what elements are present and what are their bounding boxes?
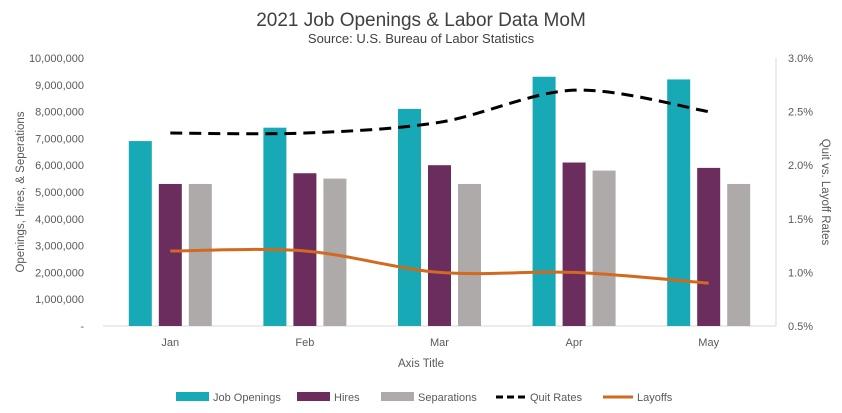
y-tick-label: 6,000,000 [35,160,84,172]
bar-separations [323,178,347,326]
y-tick-label: 4,000,000 [35,214,84,226]
bar-job-openings [667,79,691,326]
y2-axis-title: Quit vs. Layoff Rates [819,139,831,246]
x-tick-label: Mar [430,337,449,349]
legend-label-layoffs: Layoffs [637,392,673,404]
y2-tick-label: 3.0% [788,53,813,65]
bar-job-openings [263,127,287,327]
legend-swatch-job-openings [176,392,209,401]
legend-swatch-separations [381,392,414,401]
bar-separations [727,183,751,326]
y2-tick-label: 1.0% [788,267,813,279]
legend-label-hires: Hires [334,392,360,404]
bar-hires [428,165,451,326]
y-tick-label: - [80,321,84,333]
chart-title: 2021 Job Openings & Labor Data MoM [256,10,586,31]
bar-hires [697,167,721,326]
y-tick-label: 5,000,000 [35,187,84,199]
bar-hires [562,162,586,326]
bar-job-openings [128,141,152,326]
legend-swatch-hires [297,392,330,401]
plot-area: - 1,000,000 2,000,000 3,000,000 4,000,000 5,0… [29,53,813,349]
y2-tick-label: 1.5% [788,214,813,226]
bar-separations [188,183,212,326]
legend-label-job-openings: Job Openings [213,392,281,404]
line-layoffs [170,247,709,285]
y-tick-label: 9,000,000 [35,80,84,92]
y2-tick-label: 2.5% [788,107,813,119]
y-tick-label: 1,000,000 [35,294,84,306]
line-quit-rates [170,88,709,136]
y-tick-label: 10,000,000 [29,53,84,65]
y2-tick-label: 2.0% [788,160,813,172]
legend: Job Openings Hires Separations Quit Rates La… [176,392,673,404]
bar-separations [592,170,616,326]
x-axis-title: Axis Title [398,358,444,370]
chart-subtitle: Source: U.S. Bureau of Labor Statistics [308,31,535,46]
y-tick-label: 7,000,000 [35,133,84,145]
y2-tick-label: 0.5% [788,321,813,333]
y-tick-label: 3,000,000 [35,241,84,253]
legend-label-quit-rates: Quit Rates [530,392,582,404]
x-tick-label: Jan [161,337,179,349]
bar-hires [158,183,182,326]
x-tick-label: May [698,337,719,349]
x-tick-label: Apr [566,337,583,349]
y-tick-label: 8,000,000 [35,107,84,119]
y-axis-title: Openings, Hires, & Seperations [15,111,27,272]
x-tick-label: Feb [295,337,314,349]
bar-separations [458,183,481,326]
y-tick-label: 2,000,000 [35,267,84,279]
bar-job-openings [398,108,421,326]
bar-job-openings [532,76,556,326]
legend-label-separations: Separations [418,392,477,404]
